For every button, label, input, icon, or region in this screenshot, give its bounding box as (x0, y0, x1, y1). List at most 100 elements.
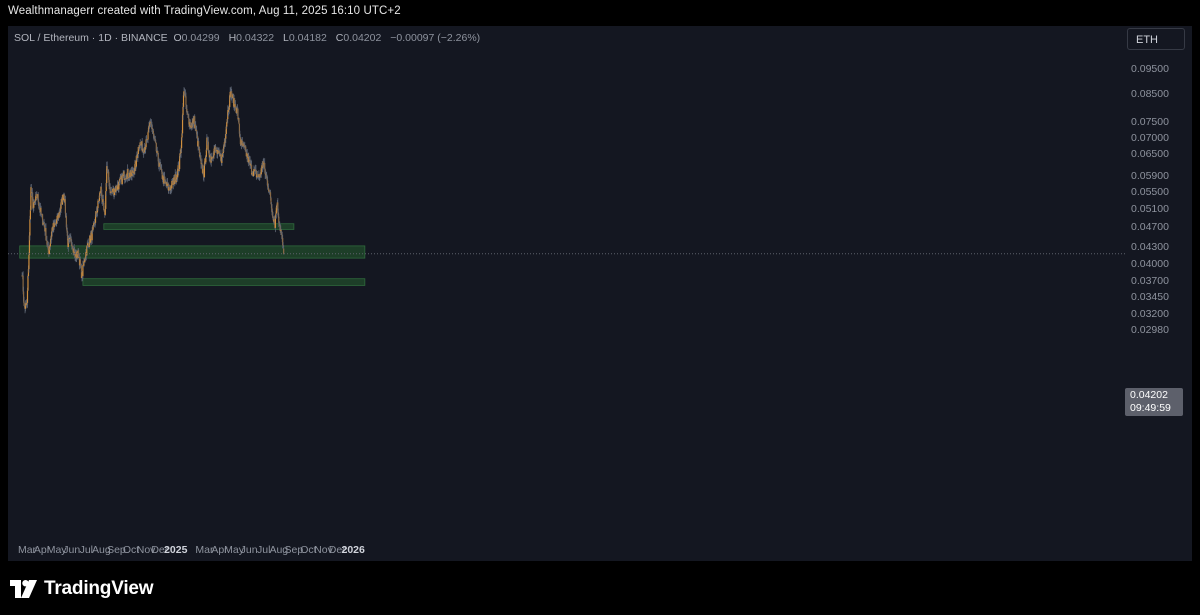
candle-body (49, 246, 51, 249)
candle-body (197, 141, 200, 149)
high-label: H (228, 32, 237, 44)
candle-body (22, 291, 25, 302)
candle-body (180, 137, 183, 149)
candle-body (42, 223, 44, 225)
currency-badge[interactable]: ETH (1127, 28, 1185, 50)
candle-body (221, 154, 224, 157)
candle-body (66, 230, 68, 236)
candle-body (73, 248, 75, 255)
candle-body (97, 200, 99, 209)
candle-body (36, 194, 38, 199)
candle-body (277, 212, 279, 217)
candle-body (146, 139, 149, 141)
candle-body (233, 98, 236, 108)
candle-body (147, 128, 150, 133)
candle-body (215, 148, 217, 152)
candle-body (222, 148, 224, 153)
candle-body (200, 159, 202, 164)
candle-body (38, 205, 40, 207)
candle-body (143, 150, 145, 153)
candle-body (232, 94, 234, 98)
candle-body (104, 208, 106, 215)
candle-body (235, 112, 238, 114)
candle-body (143, 152, 145, 153)
candle-body (94, 215, 97, 223)
candle-body (274, 216, 276, 228)
candle-body (50, 238, 52, 243)
candle-body (148, 124, 151, 127)
time-axis-tick: Apr (33, 544, 51, 556)
candle-body (26, 290, 29, 303)
time-axis-tick: Aug (92, 544, 111, 556)
candle-body (84, 259, 86, 263)
candle-body (150, 123, 153, 126)
candle-body (64, 199, 67, 214)
candle-body (137, 153, 139, 158)
candle-body (220, 154, 222, 162)
time-axis-tick: Jul (79, 544, 94, 556)
candle-body (214, 148, 216, 150)
candle-body (45, 240, 48, 242)
candle-body (87, 243, 89, 246)
candle-body (164, 178, 166, 182)
candle-body (199, 155, 202, 160)
candle-body (150, 121, 152, 124)
candle-body (135, 155, 137, 167)
price-chart[interactable] (8, 26, 1192, 561)
candle-body (109, 186, 111, 187)
candle-body (161, 171, 163, 179)
candle-body (134, 164, 136, 172)
candle-body (23, 301, 25, 306)
candle-body (223, 146, 225, 149)
time-axis-tick: Aug (269, 544, 289, 556)
candle-body (106, 166, 108, 184)
candle-body (172, 180, 174, 185)
time-axis-tick: Jun (63, 544, 81, 556)
candle-body (92, 223, 95, 226)
candle-body (269, 192, 272, 199)
candle-body (66, 227, 68, 231)
candle-body (261, 165, 263, 169)
candle-body (229, 95, 231, 108)
candle-body (145, 147, 147, 150)
candle-body (267, 188, 270, 191)
time-axis-tick: Sep (284, 544, 304, 556)
candle-body (152, 129, 154, 131)
candle-body (279, 225, 281, 231)
candle-body (194, 116, 196, 128)
time-axis-tick: Mar (17, 544, 37, 556)
candle-body (195, 124, 197, 131)
candle-body (202, 168, 205, 176)
candle-body (28, 255, 30, 270)
time-axis-tick: 2025 (164, 544, 188, 556)
high-value: 0.04322 (236, 32, 275, 44)
time-axis-tick: Oct (300, 544, 317, 556)
tradingview-brand[interactable]: TradingView (10, 577, 154, 601)
candle-body (236, 107, 239, 109)
candle-body (98, 200, 100, 202)
candle-body (234, 104, 237, 108)
candle-body (111, 191, 113, 193)
candle-body (69, 238, 71, 239)
candle-body (273, 219, 276, 223)
candle-body (67, 238, 69, 248)
candle-body (88, 245, 90, 247)
symbol-legend[interactable]: SOL / Ethereum · 1D · BINANCE O0.04299 H… (14, 32, 480, 44)
candle-body (107, 170, 109, 172)
candle-body (264, 163, 266, 170)
candle-body (188, 117, 190, 125)
candle-body (55, 223, 57, 225)
candle-body (265, 173, 267, 177)
candle-body (282, 237, 284, 246)
candle-body (159, 162, 161, 167)
candle-body (131, 172, 133, 177)
price-axis-tick: 0.06500 (1131, 148, 1169, 161)
support-zone (19, 245, 366, 259)
symbol-name[interactable]: SOL / Ethereum · 1D · BINANCE (14, 32, 168, 44)
candle-body (191, 127, 193, 129)
candle-body (182, 106, 184, 116)
chart-background (8, 26, 1192, 561)
candle-body (90, 235, 92, 243)
candle-body (207, 141, 209, 151)
candle-body (189, 122, 191, 128)
